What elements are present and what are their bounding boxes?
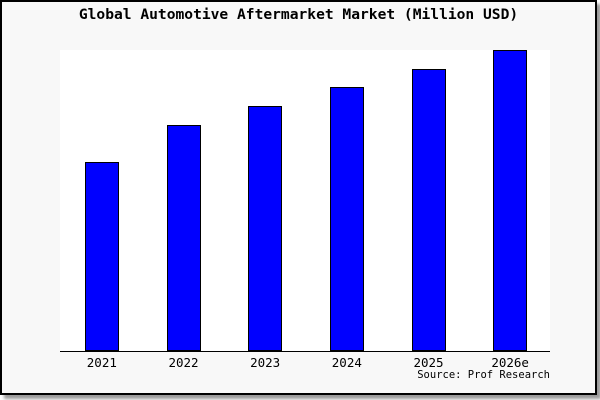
x-tick-label-2026e: 2026e bbox=[491, 355, 529, 370]
bar-2023 bbox=[248, 106, 283, 351]
x-tick-label-2025: 2025 bbox=[413, 355, 444, 370]
x-tick-label-2024: 2024 bbox=[331, 355, 362, 370]
bar-2024 bbox=[329, 87, 364, 351]
bar-2022 bbox=[166, 125, 201, 351]
x-tick-label-2021: 2021 bbox=[86, 355, 117, 370]
x-tick-label-2022: 2022 bbox=[168, 355, 199, 370]
bar-2021 bbox=[84, 162, 119, 351]
chart-title: Global Automotive Aftermarket Market (Mi… bbox=[78, 6, 519, 23]
bar-2026e bbox=[493, 50, 528, 351]
plot-area bbox=[60, 50, 550, 352]
x-tick-label-2023: 2023 bbox=[250, 355, 281, 370]
bar-2025 bbox=[411, 69, 446, 351]
source-label: Source: Prof Research bbox=[417, 369, 550, 381]
